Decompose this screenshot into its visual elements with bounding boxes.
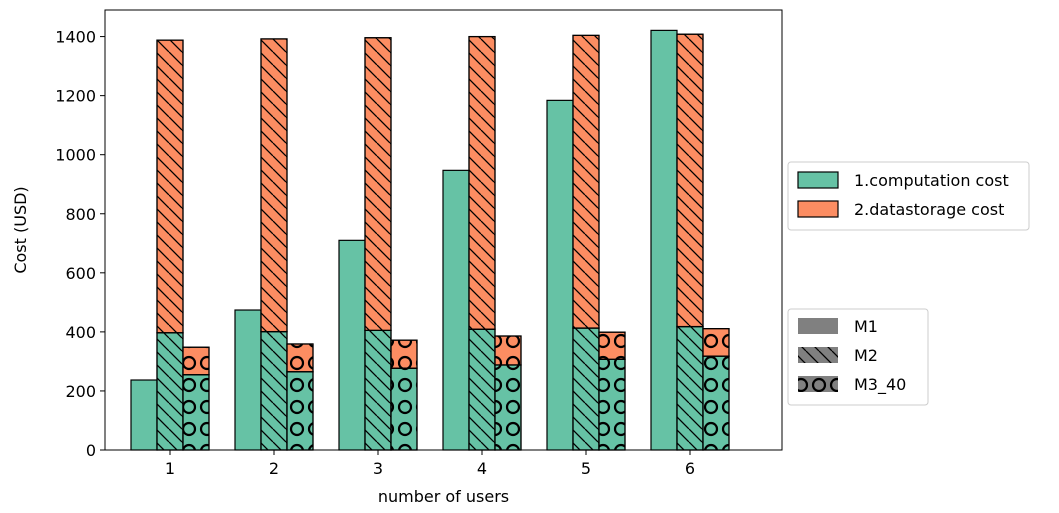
bar-hatch-m2-computation-1 (156, 332, 184, 451)
legend-swatch-datastorage (797, 200, 839, 218)
bar-hatch-m3_40-computation-3 (390, 367, 418, 451)
bar-hatch-m2-computation-4 (468, 328, 496, 451)
y-tick-label-1000: 1000 (55, 146, 96, 165)
x-tick-label-1: 1 (165, 459, 175, 478)
legend-swatch-computation (797, 171, 839, 189)
bar-hatch-m2-computation-5 (572, 327, 600, 451)
y-axis: 0 200 400 600 800 1000 1200 1400 (55, 28, 105, 460)
y-tick-label-0: 0 (86, 441, 96, 460)
y-tick-label-1200: 1200 (55, 87, 96, 106)
legend-swatch-m1 (798, 318, 838, 334)
x-axis-title: number of users (378, 487, 509, 506)
bar-hatch-m3_40-datastorage-3 (390, 339, 418, 369)
x-axis: 1 2 3 4 5 6 (165, 450, 695, 478)
x-tick-label-3: 3 (373, 459, 383, 478)
bar-hatch-m2-computation-2 (260, 330, 288, 451)
y-tick-label-800: 800 (65, 205, 96, 224)
bar-hatch-m2-datastorage-5 (572, 34, 600, 329)
bar-m1-computation-5 (546, 99, 574, 451)
bar-m1-computation-6 (650, 29, 678, 451)
y-tick-label-1400: 1400 (55, 28, 96, 47)
bar-hatch-m3_40-datastorage-5 (598, 331, 626, 360)
legend-label-computation: 1.computation cost (854, 171, 1009, 190)
y-tick-label-200: 200 (65, 382, 96, 401)
bar-hatch-m3_40-datastorage-4 (494, 335, 522, 366)
bar-hatch-m2-computation-6 (676, 325, 704, 451)
bar-hatch-m2-datastorage-4 (468, 35, 496, 330)
legend-cost-components: 1.computation cost 2.datastorage cost (787, 161, 1030, 231)
bar-hatch-m3_40-computation-4 (494, 364, 522, 451)
bars-group (130, 29, 730, 451)
bar-m1-computation-1 (130, 379, 158, 451)
bar-hatch-m3_40-datastorage-2 (286, 343, 314, 373)
bar-m1-computation-4 (442, 169, 470, 451)
bar-hatch-m2-datastorage-1 (156, 39, 184, 334)
bar-hatch-m3_40-datastorage-1 (182, 346, 210, 376)
legend-swatch-hatch-m3_40 (798, 376, 838, 392)
legend-label-m1: M1 (854, 317, 878, 336)
bar-hatch-m3_40-computation-2 (286, 371, 314, 451)
y-tick-label-600: 600 (65, 264, 96, 283)
legend-swatch-hatch-m2 (798, 347, 838, 363)
legend-label-datastorage: 2.datastorage cost (854, 200, 1004, 219)
bar-hatch-m2-datastorage-2 (260, 38, 288, 333)
bar-hatch-m2-datastorage-6 (676, 33, 704, 328)
x-tick-label-4: 4 (477, 459, 487, 478)
x-tick-label-2: 2 (269, 459, 279, 478)
legend-methods: M1 M2 M3_40 (787, 308, 929, 406)
y-axis-title: Cost (USD) (11, 186, 30, 273)
plot-frame (104, 9, 783, 451)
bar-hatch-m3_40-computation-5 (598, 358, 626, 451)
legend-label-m3_40: M3_40 (854, 375, 906, 395)
legend-cost-box (787, 161, 1030, 231)
bar-hatch-m2-computation-3 (364, 329, 392, 451)
bar-hatch-m3_40-computation-6 (702, 355, 730, 451)
legend-label-m2: M2 (854, 346, 878, 365)
y-tick-label-400: 400 (65, 323, 96, 342)
x-tick-label-6: 6 (685, 459, 695, 478)
x-tick-label-5: 5 (581, 459, 591, 478)
bar-m1-computation-2 (234, 309, 262, 451)
bar-hatch-m3_40-computation-1 (182, 374, 210, 451)
bar-hatch-m2-datastorage-3 (364, 37, 392, 332)
bar-m1-computation-3 (338, 239, 366, 451)
bar-hatch-m3_40-datastorage-6 (702, 328, 730, 357)
